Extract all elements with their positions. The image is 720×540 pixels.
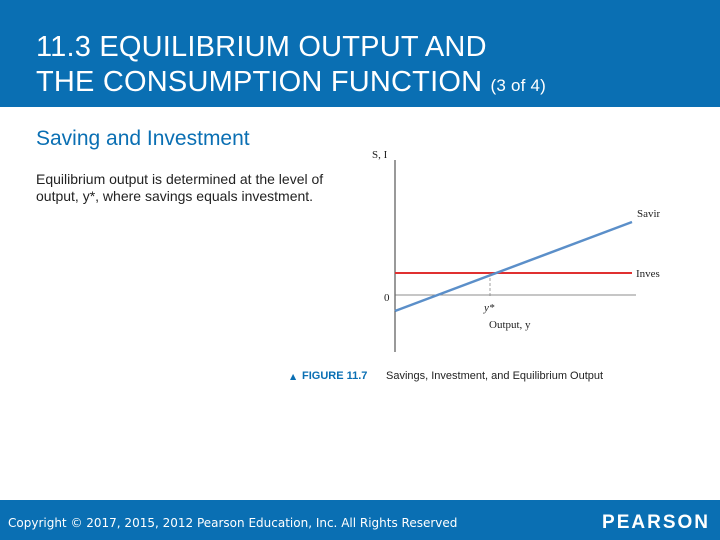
savings-line: [394, 220, 633, 313]
slide-title-line-1: 11.3 EQUILIBRIUM OUTPUT AND: [36, 31, 487, 63]
x-axis-label: Output, y: [489, 319, 531, 331]
origin-label: 0: [384, 292, 390, 304]
slide-title-suffix: (3 of 4): [490, 76, 546, 95]
pearson-logo: PEARSON: [602, 512, 710, 533]
savings-investment-figure: S, I 0 Investment, I Savings, S y* Outpu…: [290, 149, 660, 382]
slide-title-line-2: THE CONSUMPTION FUNCTION: [36, 66, 483, 98]
slide-body-text: Equilibrium output is determined at the …: [36, 171, 324, 204]
title-bar: 11.3 EQUILIBRIUM OUTPUT AND THE CONSUMPT…: [0, 0, 720, 107]
slide-subtitle: Saving and Investment: [36, 127, 250, 150]
y-axis-label: S, I: [372, 149, 388, 161]
figure-caption: Savings, Investment, and Equilibrium Out…: [386, 370, 603, 382]
footer-bar: [0, 500, 720, 540]
savings-label: Savings, S: [637, 208, 660, 220]
slide-title: 11.3 EQUILIBRIUM OUTPUT AND THE CONSUMPT…: [36, 30, 546, 103]
investment-label: Investment, I: [636, 268, 660, 280]
figure-number: FIGURE 11.7: [302, 370, 367, 382]
copyright-text: Copyright © 2017, 2015, 2012 Pearson Edu…: [8, 516, 458, 530]
figure-marker-icon: ▲: [290, 372, 297, 381]
equilibrium-label: y*: [483, 302, 495, 314]
